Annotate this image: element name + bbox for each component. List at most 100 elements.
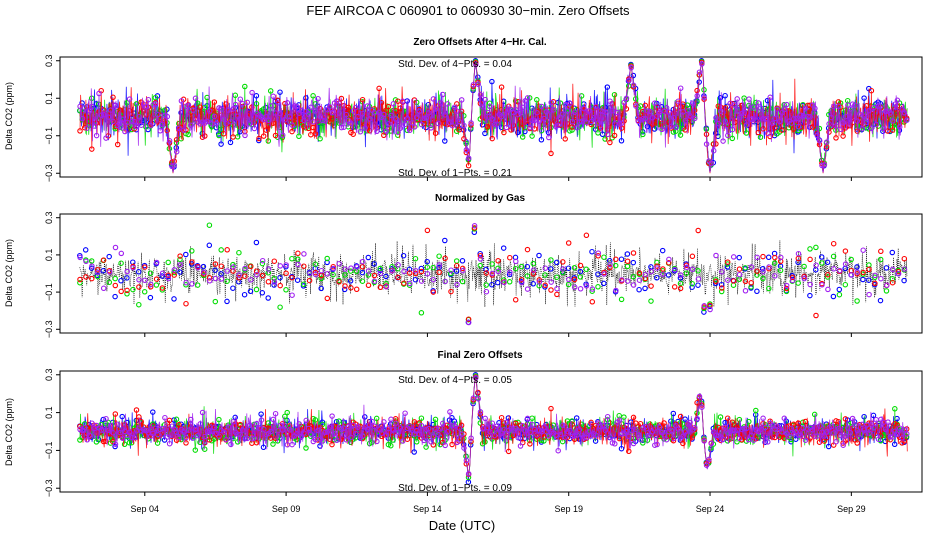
data-point xyxy=(371,423,378,430)
data-point xyxy=(414,114,420,120)
data-point xyxy=(748,280,754,286)
data-point xyxy=(689,253,696,260)
data-point xyxy=(891,441,898,448)
data-point xyxy=(878,275,884,282)
data-point xyxy=(218,106,225,112)
data-point xyxy=(224,278,230,284)
data-point xyxy=(583,266,590,273)
data-point xyxy=(500,245,507,251)
data-point xyxy=(100,257,107,263)
data-point xyxy=(270,441,276,447)
data-point xyxy=(270,93,276,100)
data-point xyxy=(315,427,321,434)
data-point xyxy=(887,110,894,116)
data-point xyxy=(564,108,571,114)
data-point xyxy=(760,275,766,282)
data-point xyxy=(105,114,112,120)
panel-2-plot-area: −0.3 −0.1 0.1 0.3 xyxy=(44,211,923,338)
data-point xyxy=(153,276,160,282)
data-point xyxy=(498,430,505,437)
data-point xyxy=(621,99,627,106)
data-point xyxy=(654,265,660,271)
data-point xyxy=(230,261,236,268)
data-point xyxy=(155,431,161,438)
data-point xyxy=(836,291,843,298)
data-point xyxy=(377,270,384,277)
data-point xyxy=(453,268,460,274)
data-point xyxy=(760,253,766,260)
data-point xyxy=(442,255,448,262)
data-point xyxy=(329,413,335,419)
y-tick-label: −0.3 xyxy=(44,479,54,497)
data-point xyxy=(261,426,267,432)
data-point xyxy=(364,103,371,109)
data-point xyxy=(423,115,430,121)
data-point xyxy=(717,95,724,101)
data-point xyxy=(866,291,872,298)
data-point xyxy=(595,130,601,136)
data-point xyxy=(413,439,420,445)
data-point xyxy=(119,435,126,441)
data-point xyxy=(244,99,251,106)
data-point xyxy=(94,267,101,273)
mean-series-line xyxy=(79,240,908,307)
data-point xyxy=(362,414,368,420)
data-point xyxy=(854,298,860,304)
data-point xyxy=(583,283,590,289)
y-tick-label: −0.1 xyxy=(44,442,54,460)
data-point xyxy=(762,424,769,431)
data-point xyxy=(327,103,333,110)
data-point xyxy=(807,114,813,120)
data-point xyxy=(454,108,460,114)
data-point xyxy=(589,299,596,305)
data-point xyxy=(477,252,484,259)
data-point xyxy=(218,276,225,282)
data-point xyxy=(279,132,286,138)
data-point xyxy=(430,433,437,440)
data-point xyxy=(703,462,710,468)
data-point xyxy=(197,421,203,427)
data-point xyxy=(176,421,182,428)
data-point xyxy=(571,264,578,271)
data-point xyxy=(689,266,696,272)
data-point xyxy=(797,124,804,130)
data-point xyxy=(682,117,689,124)
panel-final-zero-offsets: Final Zero Offsets Delta CO2 (ppm) −0.3−… xyxy=(4,350,923,514)
data-point xyxy=(859,126,865,132)
data-point xyxy=(480,426,486,432)
data-point xyxy=(624,251,631,257)
data-point xyxy=(315,95,321,102)
data-point xyxy=(710,147,717,154)
data-point xyxy=(283,287,289,293)
data-point xyxy=(724,259,731,265)
data-point xyxy=(847,429,854,436)
data-point xyxy=(732,102,738,109)
data-point xyxy=(227,139,234,146)
data-point xyxy=(708,440,715,447)
data-point xyxy=(230,264,236,270)
data-point xyxy=(624,278,631,284)
data-point xyxy=(577,274,584,280)
data-point xyxy=(518,279,525,286)
y-tick-label: 0.3 xyxy=(44,54,54,67)
data-point xyxy=(819,162,825,169)
data-point xyxy=(833,135,839,141)
data-point xyxy=(437,425,444,432)
data-point xyxy=(265,279,272,285)
data-point xyxy=(845,425,851,431)
data-point xyxy=(338,124,345,131)
data-point xyxy=(183,279,189,286)
data-point xyxy=(771,260,778,266)
data-point xyxy=(334,98,340,104)
data-point xyxy=(345,423,352,430)
data-point xyxy=(376,109,382,116)
data-point xyxy=(670,410,677,417)
data-point xyxy=(171,272,177,278)
data-point xyxy=(628,64,634,71)
data-point xyxy=(689,434,696,440)
data-point xyxy=(307,270,313,277)
data-point xyxy=(440,91,446,98)
panel-2-marks xyxy=(77,222,908,326)
data-point xyxy=(98,112,105,119)
data-point xyxy=(218,263,225,269)
